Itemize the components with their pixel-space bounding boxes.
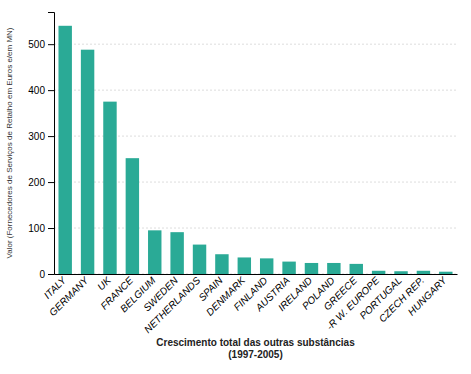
y-tick-label: 0 xyxy=(39,269,45,280)
x-axis-title: Crescimento total das outras substâncias… xyxy=(156,337,355,360)
y-tick-label: 500 xyxy=(28,39,45,50)
y-tick: 400 xyxy=(28,85,54,96)
y-tick: 200 xyxy=(28,177,54,188)
y-tick-mark xyxy=(48,228,54,229)
y-axis-line xyxy=(48,13,55,275)
x-tick: NETHERLANDS xyxy=(142,274,203,335)
grid-line xyxy=(54,90,457,91)
x-axis: ITALYGERMANYUKFRANCEBELGIUMSWEDENNETHERL… xyxy=(42,274,458,335)
bar xyxy=(417,271,430,274)
bar xyxy=(148,230,161,274)
grid-line xyxy=(54,44,457,45)
plot: 0 100 200 300 400 500 ITALYGERMANYUKFRANCEBELG… xyxy=(28,13,457,336)
y-tick-label: 200 xyxy=(28,177,45,188)
bar xyxy=(282,262,295,274)
x-tick-label: UK xyxy=(95,274,114,293)
y-axis-title: Valor (Fornecedores de Serviços de Retal… xyxy=(5,27,14,258)
chart-svg: 0 100 200 300 400 500 ITALYGERMANYUKFRANCEBELG… xyxy=(0,0,471,374)
bar xyxy=(103,102,116,274)
y-tick-mark xyxy=(48,274,54,275)
y-tick-label: 400 xyxy=(28,85,45,96)
y-tick-mark xyxy=(48,136,54,137)
bar xyxy=(394,271,407,274)
y-tick: 500 xyxy=(28,39,54,50)
y-tick: 300 xyxy=(28,131,54,142)
bars xyxy=(58,26,452,274)
bar xyxy=(215,254,228,274)
y-tick-mark xyxy=(48,182,54,183)
x-axis-title-line: Crescimento total das outras substâncias xyxy=(156,337,355,348)
bar xyxy=(439,272,452,274)
bar xyxy=(170,232,183,274)
bar xyxy=(58,26,71,274)
y-tick-mark xyxy=(48,90,54,91)
y-tick-label: 100 xyxy=(28,223,45,234)
bar xyxy=(81,50,94,274)
grid xyxy=(54,44,457,274)
chart-container: 0 100 200 300 400 500 ITALYGERMANYUKFRANCEBELG… xyxy=(0,0,471,374)
x-axis-line xyxy=(55,274,458,275)
y-tick: 0 xyxy=(39,269,54,280)
y-tick-mark xyxy=(48,44,54,45)
bar xyxy=(193,245,206,274)
bar xyxy=(305,263,318,274)
bar xyxy=(260,258,273,274)
x-tick: HUNGARY xyxy=(406,274,450,318)
bar xyxy=(238,257,251,274)
x-tick-label: HUNGARY xyxy=(406,274,450,318)
x-tick-label: NETHERLANDS xyxy=(142,274,203,335)
bar xyxy=(126,158,139,274)
x-axis-title-line: (1997-2005) xyxy=(228,349,282,360)
x-tick: GERMANY xyxy=(47,274,91,318)
bar xyxy=(350,264,363,274)
bar xyxy=(372,271,385,274)
y-tick: 100 xyxy=(28,223,54,234)
bar xyxy=(327,263,340,274)
y-axis: 0 100 200 300 400 500 xyxy=(28,13,54,280)
y-tick-label: 300 xyxy=(28,131,45,142)
x-tick: UK xyxy=(95,274,114,293)
x-tick-label: GERMANY xyxy=(47,274,91,318)
